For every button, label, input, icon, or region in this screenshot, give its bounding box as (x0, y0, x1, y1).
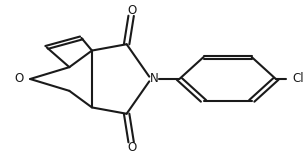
Text: O: O (14, 73, 24, 85)
Text: O: O (127, 141, 136, 154)
Text: O: O (127, 4, 136, 17)
Text: Cl: Cl (293, 73, 304, 85)
Text: N: N (149, 73, 158, 85)
